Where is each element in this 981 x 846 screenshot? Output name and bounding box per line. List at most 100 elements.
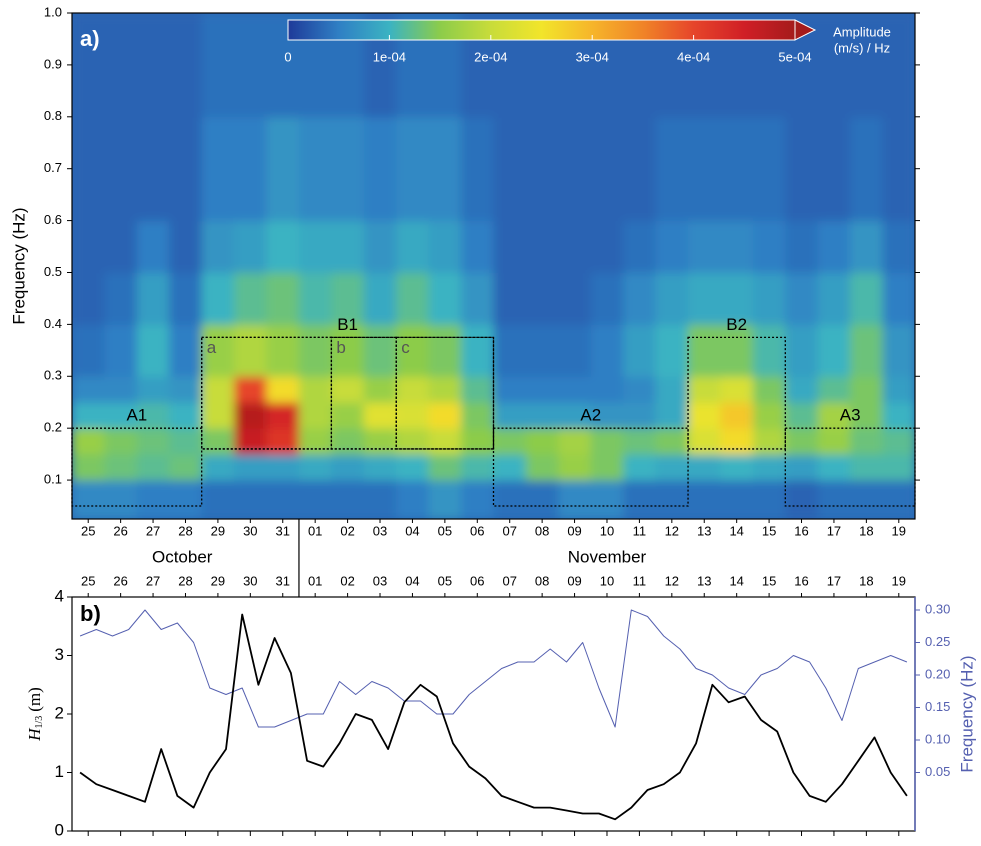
heat-cell: [655, 272, 689, 325]
wave-height-line: [79, 613, 908, 821]
heat-cell: [136, 454, 170, 481]
heat-cell: [525, 220, 559, 273]
month-label: November: [568, 547, 647, 566]
region-label: A3: [840, 406, 861, 425]
heat-cell: [461, 116, 494, 222]
heat-cell: [201, 428, 235, 455]
heat-cell: [720, 220, 754, 273]
heat-cell: [201, 376, 235, 403]
heat-cell: [363, 454, 397, 481]
y-tick-label: 0.6: [44, 212, 62, 227]
heat-cell: [201, 13, 235, 118]
heat-cell: [396, 480, 430, 519]
y-axis-label: H1/3 (m): [25, 687, 45, 742]
heat-cell: [525, 272, 559, 325]
heat-cell: [136, 13, 170, 118]
heat-cell: [428, 116, 462, 222]
heat-cell: [558, 272, 592, 325]
heat-cell: [623, 116, 657, 222]
y-tick-label: 0.4: [44, 316, 62, 331]
heat-cell: [752, 116, 786, 222]
spectrogram: [72, 13, 915, 519]
heat-cell: [201, 116, 235, 222]
heat-cell: [882, 402, 915, 429]
heat-cell: [428, 402, 462, 429]
heat-cell: [525, 324, 559, 377]
heat-cell: [363, 376, 397, 403]
x-tick-label: 09: [567, 573, 581, 588]
heat-cell: [558, 324, 592, 377]
heat-cell: [266, 220, 300, 273]
heat-cell: [169, 376, 203, 403]
heat-cell: [72, 272, 105, 325]
heat-cell: [234, 272, 268, 325]
x-tick-label: 30: [243, 523, 257, 538]
heat-cell: [817, 324, 851, 377]
x-tick-label: 11: [633, 523, 647, 538]
heat-cell: [363, 402, 397, 429]
heat-cell: [850, 324, 884, 377]
heat-cell: [396, 324, 430, 377]
heat-cell: [590, 324, 624, 377]
heat-cell: [298, 428, 332, 455]
heat-cell: [493, 428, 527, 455]
heat-cell: [234, 402, 268, 429]
x-tick-label: 06: [470, 523, 484, 538]
heat-cell: [817, 13, 851, 118]
heat-cell: [558, 376, 592, 403]
y2-tick-label: 0.20: [925, 666, 950, 681]
heat-cell: [817, 272, 851, 325]
heat-cell: [720, 428, 754, 455]
heat-cell: [493, 402, 527, 429]
heat-cell: [882, 480, 915, 519]
x-tick-label: 14: [729, 523, 743, 538]
heat-cell: [136, 220, 170, 273]
heat-cell: [396, 116, 430, 222]
x-tick-label: 27: [146, 573, 160, 588]
plot-frame: [71, 12, 916, 520]
heat-cell: [234, 428, 268, 455]
heat-cell: [623, 454, 657, 481]
heat-cell: [298, 220, 332, 273]
heat-cell: [752, 272, 786, 325]
heat-cell: [363, 272, 397, 325]
heat-cell: [331, 454, 365, 481]
y-axis-label: Frequency (Hz): [9, 207, 28, 324]
heat-cell: [850, 13, 884, 118]
heat-cell: [525, 454, 559, 481]
heat-cell: [785, 376, 819, 403]
heat-cell: [331, 376, 365, 403]
heat-cell: [752, 376, 786, 403]
region-box: [71, 427, 203, 507]
heat-cell: [428, 480, 462, 519]
heat-cell: [882, 272, 915, 325]
y-tick-label: 1.0: [44, 4, 62, 19]
heat-cell: [785, 272, 819, 325]
heat-cell: [882, 376, 915, 403]
heat-cell: [817, 454, 851, 481]
chart-layer: 0.1 0.2 0.3 0.4 0.5 0.6 0.7 0.8 0.9 1.0 25 26 27 28 29…: [9, 4, 976, 839]
x-tick-label: 30: [243, 573, 257, 588]
x-tick-label: 05: [438, 573, 452, 588]
heat-cell: [266, 454, 300, 481]
heat-cell: [493, 116, 527, 222]
x-tick-label: 14: [729, 573, 743, 588]
heat-cell: [234, 116, 268, 222]
heat-cell: [720, 376, 754, 403]
x-tick-label: 09: [567, 523, 581, 538]
heat-cell: [428, 220, 462, 273]
x-tick-label: 31: [276, 573, 290, 588]
colorbar-tick-label: 3e-04: [576, 49, 609, 64]
heat-cell: [623, 480, 657, 519]
heat-cell: [461, 324, 494, 377]
heat-cell: [461, 220, 494, 273]
heat-cell: [169, 116, 203, 222]
heat-cell: [752, 454, 786, 481]
heat-cell: [72, 220, 105, 273]
heat-cell: [169, 428, 203, 455]
x-tick-label: 28: [178, 523, 192, 538]
x-tick-label: 15: [762, 523, 776, 538]
heat-cell: [428, 376, 462, 403]
heat-cell: [363, 428, 397, 455]
